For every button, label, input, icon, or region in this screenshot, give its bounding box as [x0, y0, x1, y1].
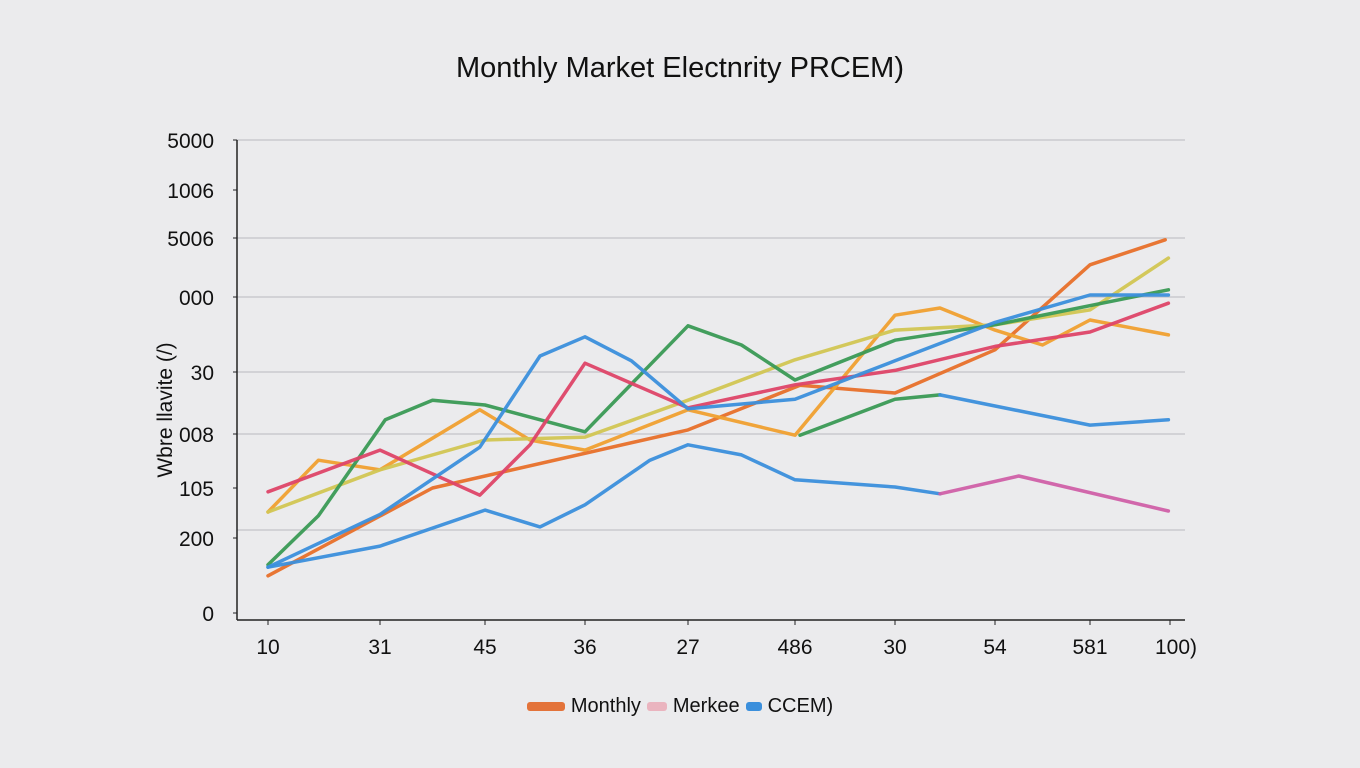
legend: Monthly Merkee CCEM) — [0, 695, 1360, 718]
x-tick-label: 31 — [368, 636, 391, 659]
y-tick-label: 30 — [191, 362, 214, 385]
x-tick-label: 486 — [777, 636, 812, 659]
y-tick-label: 0 — [202, 603, 214, 626]
legend-label: CCEM) — [767, 695, 834, 717]
series-line-6 — [266, 443, 942, 569]
legend-item-monthly: Monthly — [526, 695, 641, 718]
x-tick-label: 581 — [1072, 636, 1107, 659]
x-tick-label: 100) — [1155, 636, 1197, 659]
legend-item-merkee: Merkee — [646, 695, 740, 718]
y-tick-label: 5006 — [167, 228, 214, 251]
series-line-0 — [266, 238, 1167, 578]
legend-item-ccem: CCEM) — [745, 695, 834, 718]
series-line-7 — [266, 293, 1171, 569]
legend-swatch — [745, 702, 762, 711]
legend-swatch — [646, 702, 667, 711]
series-line-1 — [266, 306, 1171, 514]
y-tick-label: 1006 — [167, 180, 214, 203]
series-line-4 — [798, 393, 942, 437]
y-tick-label: 000 — [179, 287, 214, 310]
y-tick-label: 105 — [179, 478, 214, 501]
series-line-5 — [266, 301, 1171, 497]
y-tick-label: 5000 — [167, 130, 214, 153]
x-tick-label: 30 — [883, 636, 906, 659]
series-line-2 — [266, 256, 1171, 514]
y-tick-label: 008 — [179, 424, 214, 447]
legend-label: Merkee — [672, 695, 740, 717]
x-tick-label: 54 — [983, 636, 1007, 659]
series-line-3 — [266, 288, 1171, 567]
y-axis-label: Wbre llavite (/) — [154, 342, 177, 477]
x-tick-label: 45 — [473, 636, 496, 659]
legend-label: Monthly — [570, 695, 641, 717]
series-line-9 — [938, 474, 1171, 513]
legend-swatch — [526, 702, 565, 711]
x-tick-label: 10 — [256, 636, 279, 659]
y-tick-label: 200 — [179, 528, 214, 551]
chart-title: Monthly Market Electnrity PRCEM) — [456, 52, 904, 84]
series-line-8 — [938, 393, 1171, 427]
x-tick-label: 36 — [573, 636, 596, 659]
x-tick-label: 27 — [676, 636, 699, 659]
